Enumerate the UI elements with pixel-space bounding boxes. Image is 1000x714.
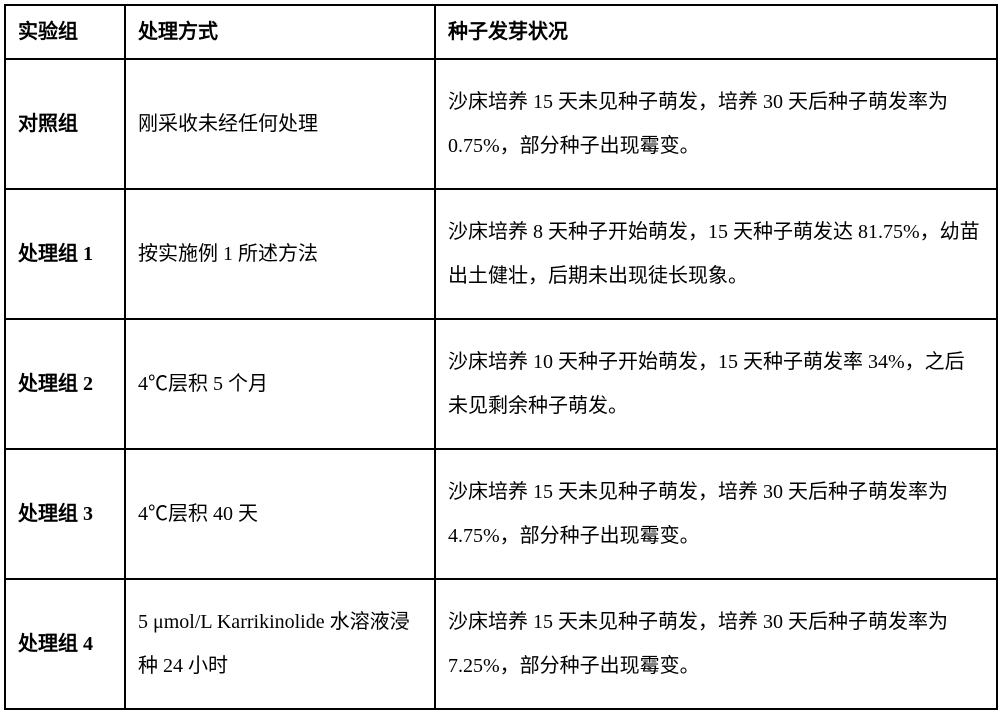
table-header-row: 实验组 处理方式 种子发芽状况: [5, 5, 997, 59]
table-row: 处理组 4 5 μmol/L Karrikinolide 水溶液浸种 24 小时…: [5, 579, 997, 709]
table-row: 处理组 1 按实施例 1 所述方法 沙床培养 8 天种子开始萌发，15 天种子萌…: [5, 189, 997, 319]
cell-result: 沙床培养 15 天未见种子萌发，培养 30 天后种子萌发率为 0.75%，部分种…: [435, 59, 997, 189]
cell-treatment: 4℃层积 5 个月: [125, 319, 435, 449]
cell-treatment: 5 μmol/L Karrikinolide 水溶液浸种 24 小时: [125, 579, 435, 709]
cell-group: 处理组 2: [5, 319, 125, 449]
cell-treatment: 4℃层积 40 天: [125, 449, 435, 579]
table-row: 处理组 2 4℃层积 5 个月 沙床培养 10 天种子开始萌发，15 天种子萌发…: [5, 319, 997, 449]
cell-group: 处理组 3: [5, 449, 125, 579]
cell-result: 沙床培养 10 天种子开始萌发，15 天种子萌发率 34%，之后未见剩余种子萌发…: [435, 319, 997, 449]
cell-treatment: 按实施例 1 所述方法: [125, 189, 435, 319]
col-header-treatment: 处理方式: [125, 5, 435, 59]
experiment-table: 实验组 处理方式 种子发芽状况 对照组 刚采收未经任何处理 沙床培养 15 天未…: [4, 4, 998, 710]
col-header-group: 实验组: [5, 5, 125, 59]
cell-group: 处理组 1: [5, 189, 125, 319]
col-header-result: 种子发芽状况: [435, 5, 997, 59]
cell-result: 沙床培养 8 天种子开始萌发，15 天种子萌发达 81.75%，幼苗出土健壮，后…: [435, 189, 997, 319]
cell-result: 沙床培养 15 天未见种子萌发，培养 30 天后种子萌发率为 7.25%，部分种…: [435, 579, 997, 709]
cell-group: 对照组: [5, 59, 125, 189]
table-row: 处理组 3 4℃层积 40 天 沙床培养 15 天未见种子萌发，培养 30 天后…: [5, 449, 997, 579]
cell-treatment: 刚采收未经任何处理: [125, 59, 435, 189]
table-row: 对照组 刚采收未经任何处理 沙床培养 15 天未见种子萌发，培养 30 天后种子…: [5, 59, 997, 189]
cell-group: 处理组 4: [5, 579, 125, 709]
cell-result: 沙床培养 15 天未见种子萌发，培养 30 天后种子萌发率为 4.75%，部分种…: [435, 449, 997, 579]
